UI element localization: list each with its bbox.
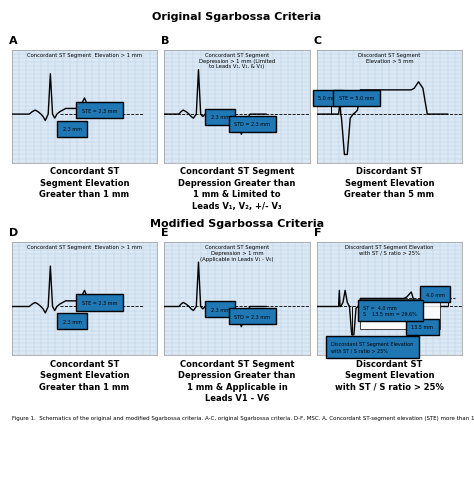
Text: Concordant ST
Segment Elevation
Greater than 1 mm: Concordant ST Segment Elevation Greater … xyxy=(39,359,129,391)
Text: Concordant ST Segment
Depression > 1 mm
(Applicable in Leads V₁ - V₆): Concordant ST Segment Depression > 1 mm … xyxy=(200,245,274,261)
Text: Concordant ST
Segment Elevation
Greater than 1 mm: Concordant ST Segment Elevation Greater … xyxy=(39,167,129,199)
Text: 5.0 mm: 5.0 mm xyxy=(318,96,337,101)
Text: Discordant ST Segment Elevation
with ST / S ratio > 25%: Discordant ST Segment Elevation with ST … xyxy=(345,245,434,255)
Text: D: D xyxy=(9,228,18,238)
Text: STE = 5.0 mm: STE = 5.0 mm xyxy=(338,96,374,101)
Text: F: F xyxy=(314,228,321,238)
Text: ST =  4.0 mm
S    13.5 mm = 29.6%: ST = 4.0 mm S 13.5 mm = 29.6% xyxy=(363,305,417,316)
Text: 4.0 mm: 4.0 mm xyxy=(426,292,445,297)
Text: Discordant ST
Segment Elevation
Greater than 5 mm: Discordant ST Segment Elevation Greater … xyxy=(345,167,435,199)
Text: Concordant ST Segment  Elevation > 1 mm: Concordant ST Segment Elevation > 1 mm xyxy=(27,53,142,58)
Text: Figure 1.  Schematics of the original and modified Sgarbossa criteria. A-C, orig: Figure 1. Schematics of the original and… xyxy=(12,415,474,420)
Text: Concordant ST Segment  Elevation > 1 mm: Concordant ST Segment Elevation > 1 mm xyxy=(27,245,142,250)
Text: 2.3 mm: 2.3 mm xyxy=(63,127,82,132)
Text: C: C xyxy=(314,36,322,46)
Text: Concordant ST Segment
Depression > 1 mm (Limited
to Leads V₁, V₂, & V₃): Concordant ST Segment Depression > 1 mm … xyxy=(199,53,275,69)
Text: Discordant ST
Segment Elevation
with ST / S ratio > 25%: Discordant ST Segment Elevation with ST … xyxy=(335,359,444,391)
Text: Discordant ST Segment Elevation
with ST / S ratio > 25%: Discordant ST Segment Elevation with ST … xyxy=(331,342,414,352)
Text: 13.5 mm: 13.5 mm xyxy=(411,324,433,329)
Text: B: B xyxy=(162,36,170,46)
Text: Concordant ST Segment
Depression Greater than
1 mm & Applicable in
Leads V1 - V6: Concordant ST Segment Depression Greater… xyxy=(178,359,296,402)
Text: Original Sgarbossa Criteria: Original Sgarbossa Criteria xyxy=(153,12,321,22)
Text: 2.3 mm: 2.3 mm xyxy=(211,115,230,120)
Text: STE = 2.3 mm: STE = 2.3 mm xyxy=(82,300,117,305)
Text: STD = 2.3 mm: STD = 2.3 mm xyxy=(234,122,270,127)
Bar xyxy=(360,300,440,329)
Text: Discordant ST Segment
Elevation > 5 mm: Discordant ST Segment Elevation > 5 mm xyxy=(358,53,420,63)
Text: 2.3 mm: 2.3 mm xyxy=(211,307,230,312)
Text: 2.3 mm: 2.3 mm xyxy=(63,319,82,324)
Text: STE = 2.3 mm: STE = 2.3 mm xyxy=(82,108,117,113)
Text: STD = 2.3 mm: STD = 2.3 mm xyxy=(234,314,270,319)
Text: E: E xyxy=(162,228,169,238)
Text: A: A xyxy=(9,36,18,46)
Text: Concordant ST Segment
Depression Greater than
1 mm & Limited to
Leads V₁, V₂, +/: Concordant ST Segment Depression Greater… xyxy=(178,167,296,210)
Text: Modified Sgarbossa Criteria: Modified Sgarbossa Criteria xyxy=(150,218,324,228)
